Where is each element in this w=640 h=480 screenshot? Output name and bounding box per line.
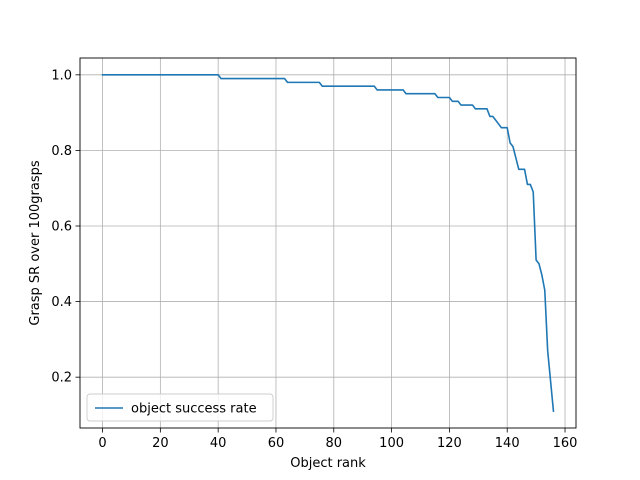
y-tick-label: 0.2 bbox=[51, 371, 72, 386]
x-axis-label: Object rank bbox=[290, 456, 366, 471]
x-tick-label: 120 bbox=[437, 436, 462, 451]
x-tick-label: 0 bbox=[98, 436, 106, 451]
legend: object success rate bbox=[86, 393, 274, 422]
legend-box bbox=[86, 393, 274, 422]
series-layer bbox=[101, 74, 555, 413]
y-axis-label: Grasp SR over 100grasps bbox=[28, 160, 43, 325]
gridlines bbox=[80, 58, 576, 428]
legend-label: object success rate bbox=[131, 402, 257, 417]
series-line-0 bbox=[101, 74, 555, 413]
ticks: 0 20 40 60 80 100 120 140 160 0.2 0.4 0.6 0.8 1.0 bbox=[51, 68, 577, 451]
y-tick-label: 0.4 bbox=[51, 295, 72, 310]
x-tick-label: 20 bbox=[152, 436, 169, 451]
y-tick-label: 0.8 bbox=[51, 144, 72, 159]
x-tick-label: 140 bbox=[495, 436, 520, 451]
y-tick-label: 1.0 bbox=[51, 68, 72, 83]
x-tick-label: 60 bbox=[268, 436, 285, 451]
plot-frame bbox=[79, 57, 577, 429]
x-tick-label: 80 bbox=[326, 436, 343, 451]
x-tick-label: 100 bbox=[379, 436, 404, 451]
plot-area bbox=[80, 58, 576, 428]
x-tick-label: 40 bbox=[210, 436, 227, 451]
x-tick-label: 160 bbox=[553, 436, 578, 451]
y-tick-label: 0.6 bbox=[51, 219, 72, 234]
